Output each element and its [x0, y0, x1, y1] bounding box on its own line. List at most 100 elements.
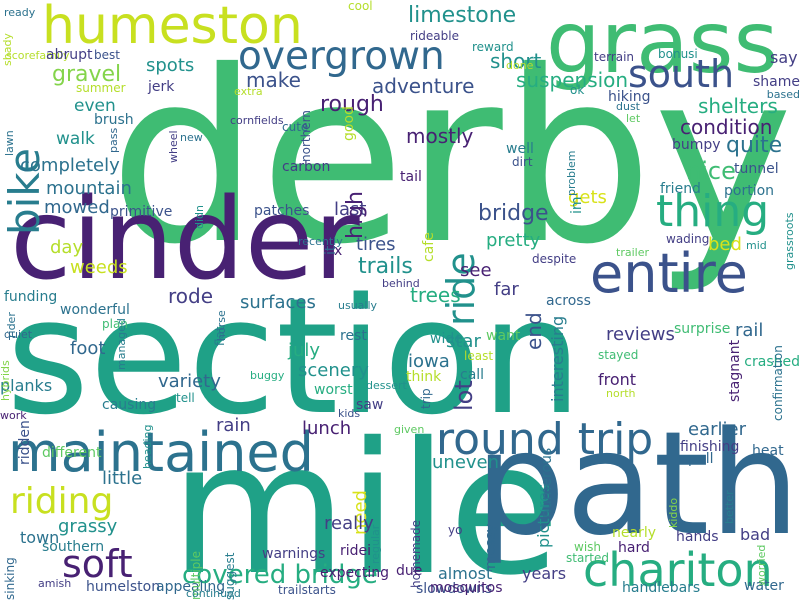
cloud-word: expecting [320, 565, 389, 581]
cloud-word: suspension [516, 68, 629, 92]
cloud-word: horse [215, 310, 228, 341]
cloud-word: hands [676, 529, 719, 545]
cloud-word: trailstarts [278, 583, 336, 597]
cloud-word: messy [483, 523, 499, 569]
cloud-word: primitive [110, 204, 173, 220]
cloud-word: mosquitos [430, 580, 503, 596]
cloud-word: cute [282, 120, 309, 134]
cloud-word: rail [735, 320, 764, 341]
cloud-word: didn [193, 205, 206, 229]
cloud-word: north [606, 387, 636, 400]
cloud-word: short [490, 49, 542, 73]
cloud-word: cafe [421, 232, 437, 262]
cloud-word: wonderful [60, 302, 130, 318]
cloud-word: better [723, 490, 736, 524]
cloud-word: shady [1, 33, 14, 66]
cloud-word: yo [448, 523, 463, 537]
cloud-word: surprise [674, 321, 731, 337]
cloud-word: extra [234, 85, 263, 98]
cloud-word: problem [565, 150, 578, 196]
cloud-word: good [341, 106, 357, 141]
cloud-word: years [522, 564, 567, 583]
cloud-word: crashed [744, 354, 800, 370]
cloud-word: mountain [46, 178, 132, 199]
cloud-word: finishing [680, 439, 740, 455]
cloud-word: scenery [298, 360, 369, 381]
cloud-word: mostly [406, 124, 474, 148]
cloud-word: nice [686, 157, 736, 185]
cloud-word: rain [216, 415, 251, 436]
cloud-word: kiddo [667, 497, 680, 528]
cloud-word: wading [666, 232, 710, 246]
cloud-word: section [6, 263, 583, 450]
cloud-word: even [74, 96, 116, 116]
cloud-word: rest [340, 328, 367, 344]
cloud-word: cool [348, 0, 373, 13]
cloud-word: ok [570, 83, 585, 97]
cloud-word: cinder [10, 175, 360, 305]
cloud-word: rode [168, 284, 214, 308]
cloud-word: overgrown [238, 34, 445, 79]
cloud-word: terrain [594, 50, 635, 64]
cloud-word: surfaces [240, 292, 316, 313]
cloud-word: walk [56, 129, 95, 149]
cloud-word: planks [0, 376, 53, 395]
cloud-word: shame [753, 74, 800, 90]
cloud-word: mile [170, 403, 561, 600]
cloud-word: im [569, 196, 585, 214]
cloud-word: continued [186, 587, 241, 600]
cloud-word: reward [472, 40, 514, 54]
cloud-word: based [766, 88, 800, 101]
cloud-word: trails [358, 254, 413, 279]
cloud-word: warnings [262, 546, 326, 562]
cloud-word: call [460, 367, 485, 383]
cloud-word: dust [616, 100, 640, 113]
cloud-word: carbon [282, 159, 331, 175]
cloud-word: friend [660, 181, 701, 197]
cloud-word: tail [400, 169, 422, 185]
cloud-word: southern [42, 539, 105, 555]
cloud-word: different [42, 445, 102, 461]
cloud-word: foot [70, 338, 106, 359]
cloud-word: south [628, 52, 735, 96]
cloud-word: ridden [17, 420, 33, 465]
cloud-word: recently [298, 235, 343, 248]
cloud-word: causing [102, 397, 157, 413]
cloud-word: summer [76, 81, 126, 95]
cloud-word: bad [740, 525, 771, 544]
cloud-word: chariton [583, 543, 773, 597]
cloud-word: cornfields [230, 114, 284, 127]
cloud-word: grassroots [783, 212, 796, 271]
cloud-word: entire [590, 242, 748, 305]
cloud-word: hard [618, 540, 650, 556]
cloud-word: completely [20, 155, 120, 176]
cloud-word: worst [314, 382, 353, 398]
cloud-word: bonusi [658, 47, 698, 61]
cloud-word: round trip [436, 414, 654, 465]
cloud-word: wide [430, 331, 463, 347]
cloud-word: adventure [372, 74, 475, 98]
cloud-word: soft [62, 542, 133, 586]
cloud-word: saw [356, 397, 384, 413]
cloud-word: riding [10, 481, 114, 522]
cloud-word: shelters [698, 94, 778, 118]
cloud-word: make [246, 68, 301, 92]
cloud-word: well [506, 141, 534, 157]
cloud-word: want [486, 328, 521, 344]
cloud-word: tunnel [734, 161, 779, 177]
cloud-word: covered bridge [182, 560, 378, 590]
cloud-word: worried [755, 544, 768, 586]
cloud-word: interesting [548, 315, 567, 402]
cloud-word: portion [724, 183, 775, 199]
cloud-word: heading [141, 424, 154, 469]
cloud-word: jerk [148, 79, 175, 95]
cloud-word: pretty [486, 230, 541, 251]
cloud-word: amish [38, 577, 72, 590]
cloud-word: derby [109, 20, 794, 296]
cloud-word: best [94, 48, 120, 62]
cloud-word: star [446, 331, 481, 352]
cloud-word: far [494, 279, 519, 300]
cloud-word: weeds [70, 257, 128, 278]
cloud-word: water [744, 578, 784, 594]
cloud-word: x [334, 243, 343, 259]
